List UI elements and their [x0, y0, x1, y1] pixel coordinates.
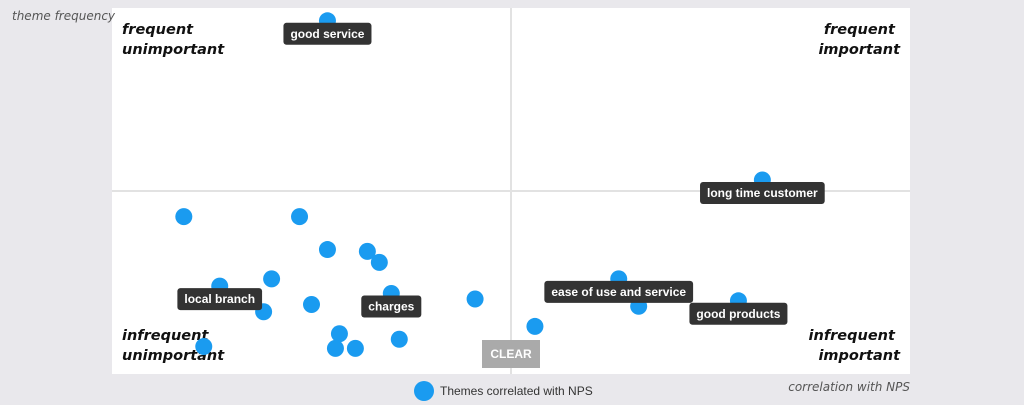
point-label-text: ease of use and service [551, 285, 686, 299]
point-label: good products [689, 302, 788, 325]
point-label-bg [283, 22, 372, 45]
legend-swatch [414, 381, 434, 401]
y-axis-label: theme frequency [12, 9, 116, 23]
x-axis-label: correlation with NPS [788, 380, 910, 394]
legend-label: Themes correlated with NPS [440, 384, 593, 398]
point-label: ease of use and service [544, 280, 694, 303]
data-point[interactable] [326, 339, 344, 357]
data-point[interactable] [346, 339, 364, 357]
data-point[interactable] [291, 208, 309, 226]
data-point[interactable] [370, 253, 388, 271]
point-label-text: long time customer [707, 186, 818, 200]
clear-button[interactable]: CLEAR [482, 340, 540, 368]
data-point[interactable] [318, 241, 336, 259]
point-label: good service [283, 22, 372, 45]
point-label-text: good service [290, 27, 364, 41]
quadrant-label-top-right: frequent important [818, 22, 901, 58]
point-label-bg [544, 280, 694, 303]
quadrant-label-bottom-left: infrequent unimportant [122, 328, 225, 364]
data-point[interactable] [263, 270, 281, 288]
data-point[interactable] [175, 208, 193, 226]
quadrant-label-top-left: frequent unimportant [122, 22, 225, 58]
point-label-text: good products [696, 307, 780, 321]
point-label-text: local branch [184, 292, 255, 306]
data-point[interactable] [466, 290, 484, 308]
point-label-bg [700, 182, 825, 205]
point-label: long time customer [700, 182, 825, 205]
data-point[interactable] [390, 330, 408, 348]
clear-button-bg[interactable] [482, 340, 540, 368]
point-label: local branch [177, 288, 263, 311]
point-label-text: charges [368, 299, 414, 313]
data-point[interactable] [303, 295, 320, 313]
quadrant-label-bottom-right: infrequent important [809, 328, 902, 364]
point-label: charges [361, 295, 422, 318]
point-label-bg [361, 295, 422, 318]
data-point[interactable] [195, 338, 213, 356]
data-point[interactable] [358, 242, 376, 260]
point-label-bg [689, 302, 788, 325]
data-point[interactable] [526, 317, 544, 335]
clear-button-label[interactable]: CLEAR [490, 347, 532, 361]
point-label-bg [177, 288, 263, 311]
data-point[interactable] [330, 325, 348, 343]
legend: Themes correlated with NPS [414, 381, 593, 401]
